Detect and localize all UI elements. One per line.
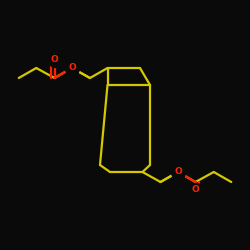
Text: O: O (68, 64, 76, 72)
Text: O: O (50, 56, 58, 64)
Text: O: O (192, 186, 200, 194)
Text: O: O (174, 168, 182, 176)
